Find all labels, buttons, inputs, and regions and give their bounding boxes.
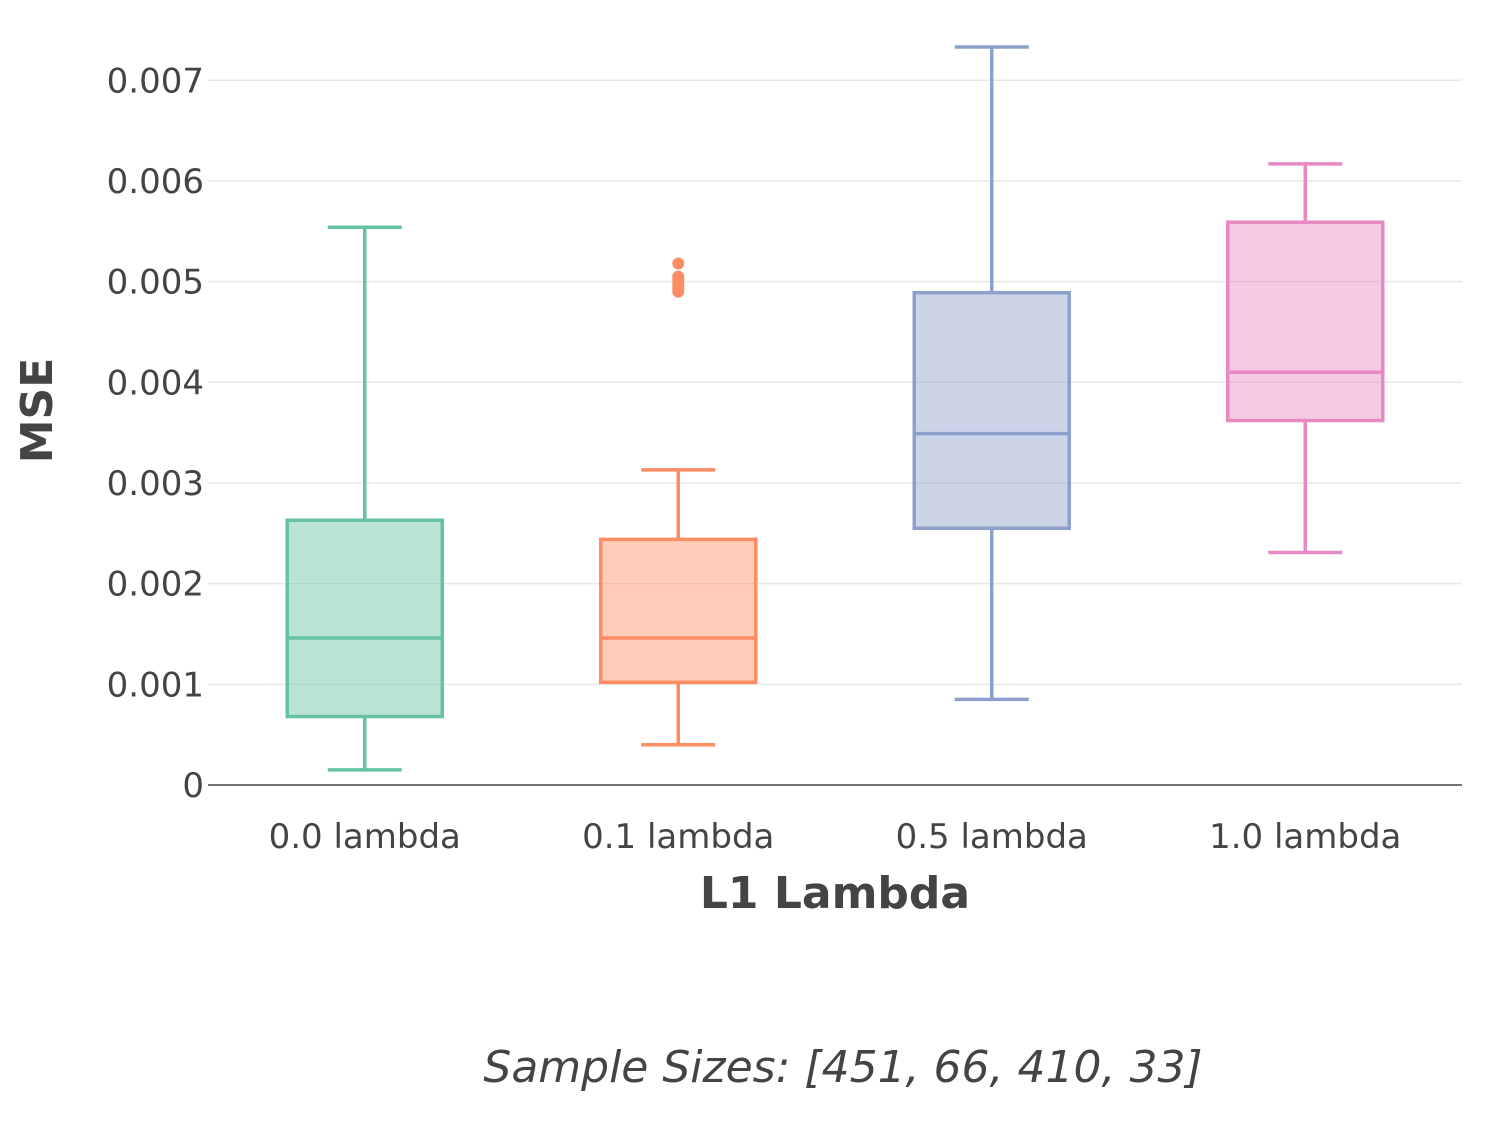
iqr-box [599, 537, 758, 685]
iqr-box [1226, 220, 1385, 423]
y-tick-label: 0.006 [107, 162, 204, 202]
box-0-5-lambda [912, 45, 1071, 702]
iqr-box [285, 518, 444, 719]
gridlines [208, 79, 1462, 686]
box-0-1-lambda [599, 257, 758, 747]
y-tick-label: 0.003 [107, 464, 204, 504]
x-axis-title: L1 Lambda [700, 868, 970, 919]
x-axis-tick-labels: 0.0 lambda 0.1 lambda 0.5 lambda 1.0 lambda [269, 817, 1402, 857]
outlier-point [672, 270, 685, 283]
box-1-0-lambda [1226, 162, 1385, 555]
y-tick-label: 0 [182, 766, 204, 806]
x-tick-label: 0.1 lambda [582, 817, 774, 857]
y-axis-tick-labels: 0 0.001 0.002 0.003 0.004 0.005 0.006 0.007 [107, 61, 204, 806]
y-tick-label: 0.005 [107, 263, 204, 303]
y-axis-title: MSE [12, 358, 63, 464]
y-tick-label: 0.002 [107, 565, 204, 605]
y-tick-label: 0.001 [107, 665, 204, 705]
x-tick-label: 0.0 lambda [269, 817, 461, 857]
x-tick-label: 1.0 lambda [1209, 817, 1401, 857]
boxes [285, 45, 1385, 772]
x-tick-label: 0.5 lambda [896, 817, 1088, 857]
box-0-0-lambda [285, 225, 444, 772]
sample-sizes-annotation: Sample Sizes: [451, 66, 410, 33] [483, 1042, 1202, 1093]
y-tick-label: 0.004 [107, 363, 204, 403]
y-tick-label: 0.007 [107, 61, 204, 101]
outlier-point [672, 257, 685, 270]
iqr-box [912, 290, 1071, 531]
